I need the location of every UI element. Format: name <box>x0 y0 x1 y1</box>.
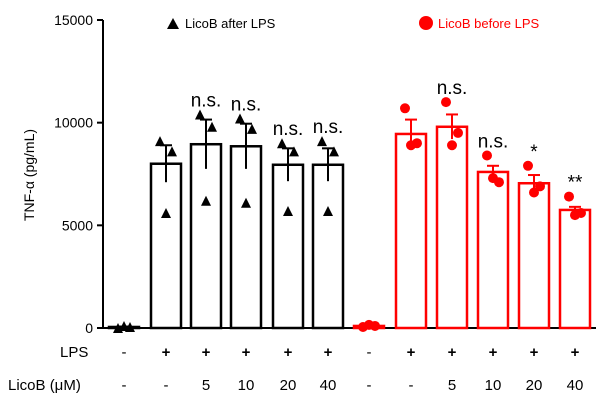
licob-row-value: - <box>409 377 414 394</box>
data-point <box>167 146 177 157</box>
significance-label: n.s. <box>437 78 468 99</box>
significance-labels: n.s. n.s.n.s. n.s.n.s.n.s. *** <box>191 78 583 193</box>
bar <box>189 142 223 330</box>
lps-row-value: + <box>242 344 251 361</box>
data-point <box>364 319 374 330</box>
lps-row-value: + <box>324 344 333 361</box>
legend-circle-marker <box>419 16 433 30</box>
data-point <box>201 195 211 206</box>
lps-row-value: + <box>489 344 498 361</box>
licob-row-value: 20 <box>526 377 543 394</box>
data-point <box>453 127 463 138</box>
lps-row-value: - <box>367 344 372 361</box>
legend-triangle-marker <box>167 18 179 29</box>
data-point <box>195 109 205 120</box>
significance-label: n.s. <box>478 132 509 153</box>
licob-row-value: 10 <box>485 377 502 394</box>
data-point <box>441 97 451 108</box>
y-axis: 0 5000 10000 15000 <box>54 12 596 336</box>
data-point <box>523 160 533 171</box>
significance-label: n.s. <box>231 95 262 116</box>
data-point <box>235 113 245 124</box>
data-point <box>119 320 129 331</box>
licob-row-value: 5 <box>448 377 456 394</box>
lps-row-value: + <box>202 344 211 361</box>
data-point <box>323 205 333 216</box>
condition-rows: LPS - + + + + + - + + + + + LicoB (μM) - - 5 10 20 40 - - 5 10 2… <box>8 344 583 394</box>
y-tick-label: 5000 <box>62 217 93 233</box>
licob-row-value: - <box>122 377 127 394</box>
significance-label: n.s. <box>191 90 222 111</box>
significance-label: n.s. <box>313 117 344 138</box>
significance-label: ** <box>568 173 583 194</box>
data-point <box>570 210 580 221</box>
significance-label: * <box>530 142 538 163</box>
legend-label-before: LicoB before LPS <box>438 16 540 31</box>
licob-row-value: 40 <box>320 377 337 394</box>
legend: LicoB after LPS LicoB before LPS <box>167 16 540 31</box>
data-point <box>535 181 545 192</box>
bars <box>107 113 592 330</box>
data-point <box>277 138 287 149</box>
licob-row-value: 10 <box>238 377 255 394</box>
bar <box>435 125 469 330</box>
licob-row-value: 20 <box>280 377 297 394</box>
data-point <box>329 146 339 157</box>
bar <box>476 170 510 330</box>
y-tick-label: 10000 <box>54 115 93 131</box>
lps-row-value: + <box>530 344 539 361</box>
data-point <box>482 150 492 161</box>
lps-row-value: + <box>407 344 416 361</box>
lps-row-value: + <box>448 344 457 361</box>
data-point <box>488 173 498 184</box>
data-point <box>447 140 457 151</box>
significance-label: n.s. <box>273 119 304 140</box>
data-point <box>529 187 539 198</box>
data-points <box>113 97 586 333</box>
licob-row-value: 5 <box>202 377 210 394</box>
data-point <box>207 121 217 132</box>
data-point <box>406 140 416 151</box>
data-point <box>247 123 257 134</box>
y-axis-label: TNF-α (pg/mL) <box>21 129 37 221</box>
lps-row-value: + <box>571 344 580 361</box>
bar <box>517 181 551 330</box>
y-tick-label: 0 <box>85 320 93 336</box>
data-point <box>161 208 171 219</box>
licob-row-value: 40 <box>567 377 584 394</box>
legend-label-after: LicoB after LPS <box>185 16 276 31</box>
data-point <box>400 103 410 114</box>
lps-row-value: + <box>162 344 171 361</box>
licob-row-value: - <box>367 377 372 394</box>
data-point <box>241 197 251 208</box>
bar <box>271 163 305 330</box>
data-point <box>155 136 165 147</box>
data-point <box>317 136 327 147</box>
data-point <box>289 146 299 157</box>
bar <box>394 132 428 330</box>
licob-row-label: LicoB (μM) <box>8 377 81 394</box>
y-tick-label: 15000 <box>54 12 93 28</box>
bar <box>558 208 592 330</box>
data-point <box>564 191 574 202</box>
lps-row-value: + <box>284 344 293 361</box>
lps-row-value: - <box>122 344 127 361</box>
data-point <box>283 205 293 216</box>
bar <box>149 162 183 330</box>
licob-row-value: - <box>164 377 169 394</box>
lps-row-label: LPS <box>60 344 88 361</box>
bar <box>229 145 263 330</box>
bar <box>311 163 345 330</box>
